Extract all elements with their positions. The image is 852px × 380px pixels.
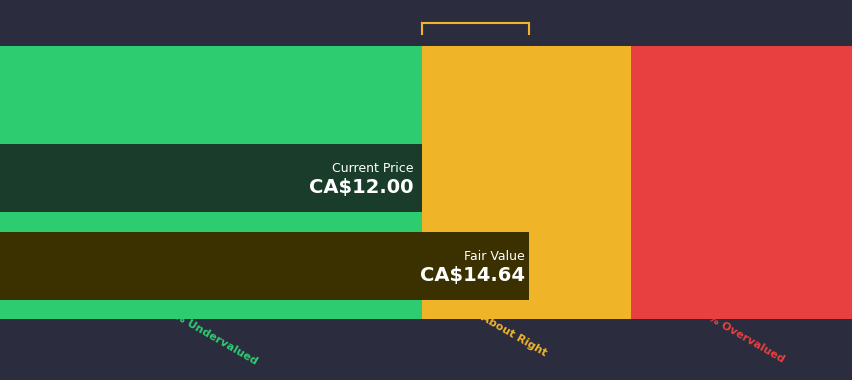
Text: CA$14.64: CA$14.64	[419, 266, 524, 285]
Text: 20% Undervalued: 20% Undervalued	[158, 303, 258, 367]
Text: 20% Overvalued: 20% Overvalued	[692, 305, 786, 365]
Text: CA$12.00: CA$12.00	[308, 178, 413, 197]
Text: Current Price: Current Price	[331, 162, 413, 175]
Bar	[0, 46, 422, 319]
Bar	[422, 46, 630, 319]
Text: Fair Value: Fair Value	[463, 250, 524, 263]
Bar	[0, 144, 422, 212]
Text: About Right: About Right	[479, 312, 548, 358]
Bar	[630, 46, 852, 319]
Bar	[0, 232, 528, 300]
